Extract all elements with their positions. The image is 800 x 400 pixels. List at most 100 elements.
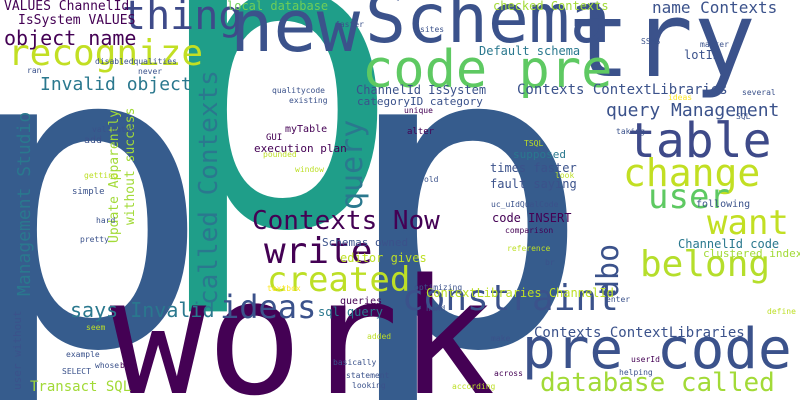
word-faster: faster [335, 20, 364, 29]
word-fault-saying: fault saying [490, 177, 577, 191]
word-select: SELECT [62, 367, 91, 376]
word-schemas-owned: Schemas owned [322, 236, 409, 249]
word-constraint: constraint [402, 278, 619, 319]
word-transact-sql: Transact SQL [30, 379, 132, 395]
word-query: query [335, 119, 370, 210]
word-comparison: comparison [505, 226, 554, 235]
word-created: created [267, 260, 411, 300]
word-mytable: myTable [285, 124, 328, 135]
word-user: user [648, 177, 730, 217]
word-management-studio: Management Studio [14, 111, 35, 296]
word-thing: thing [122, 0, 243, 39]
word-enter: enter [606, 295, 631, 304]
word-categoryid-category: categoryID category [357, 95, 483, 108]
word-schema: Schema [365, 0, 611, 59]
word-example: example [66, 350, 100, 359]
word-table: table [627, 113, 772, 169]
word-existing: existing [289, 96, 328, 105]
word-hard: hard [96, 216, 116, 225]
word-belong: belong [640, 244, 771, 285]
word-work: work [110, 244, 496, 400]
word-window: window [295, 165, 324, 174]
word-contexts-now: Contexts Now [252, 206, 440, 236]
word-according: according [452, 382, 496, 391]
word-queries: queries [340, 296, 383, 307]
word-optimizing: optimizing [414, 283, 463, 292]
word-old: old [424, 175, 439, 184]
word-add: add [84, 135, 103, 146]
word-ssms: SSMS [641, 37, 661, 46]
word-box: box [120, 361, 135, 370]
word-query-management: query Management [606, 100, 780, 121]
word-userid: userId [631, 355, 660, 364]
word-never: never [138, 67, 163, 76]
word-sql-query: sql query [318, 305, 384, 319]
word-several: several [742, 88, 776, 97]
word-helping: helping [619, 368, 653, 377]
word-seem: seem [86, 323, 106, 332]
word-across: across [494, 369, 523, 378]
word-channelid-issystem: ChannelId IsSystem [356, 83, 487, 97]
word-following: following [696, 199, 751, 210]
word-clustered-index: clustered index [703, 247, 800, 260]
word-change: change [623, 151, 761, 195]
word-sql: SQL [736, 112, 751, 121]
word-called-contexts: called Contexts [194, 70, 224, 305]
word-contextlibraries-channelid: ContextLibraries ChannelId [426, 286, 614, 300]
word-looking: looking [352, 381, 386, 390]
word-contexts-contextlibraries: Contexts ContextLibraries [517, 82, 728, 98]
word-issystem-values: IsSystem VALUES [18, 13, 136, 28]
word-code-insert: code INSERT [492, 211, 572, 225]
word-ideas: ideas [220, 288, 317, 326]
word-user-without: user without [11, 310, 24, 390]
word-hand: hand [426, 304, 446, 313]
word-gui: GUI [266, 133, 283, 143]
word-write: write [264, 231, 373, 272]
word-validates: validates [92, 125, 136, 134]
word-try: try [568, 0, 756, 101]
word-database-called: database called [540, 368, 775, 398]
word-disabledqualities: disabledqualities [95, 57, 177, 66]
word-qualitycode: qualitycode [272, 86, 325, 95]
word-unique: unique [404, 106, 433, 115]
word-local-database: local database [227, 0, 329, 13]
word-p-left: p [0, 0, 213, 400]
word-whose: whose [95, 361, 120, 370]
word-invalid-object: Invalid object [40, 74, 192, 95]
word-object-name: object name [4, 26, 137, 50]
word-values-channelid: VALUES ChannelId [4, 0, 130, 14]
word-p-middle: p [150, 0, 403, 324]
word-pre-code: pre code [522, 317, 792, 382]
word-basically: basically [333, 358, 377, 367]
word-execution-plan: execution plan [254, 142, 347, 155]
word-code-pre: code pre [362, 40, 613, 100]
word-supposed: supposed [513, 148, 566, 161]
word-pounded: pounded [263, 150, 297, 159]
word-getting: getting [84, 171, 118, 180]
word-channelid-code: ChannelId code [678, 237, 780, 251]
word-editor-gives: editor gives [340, 251, 427, 265]
word-alter: alter [407, 127, 435, 137]
word-make: make [491, 334, 511, 343]
word-textbox: textbox [267, 284, 301, 293]
word-simple: simple [72, 187, 105, 197]
word-ran: ran [27, 66, 42, 75]
word-added: added [367, 332, 392, 341]
word-want: want [707, 203, 789, 243]
word-look: look [555, 171, 575, 180]
word-reference: reference [507, 244, 551, 253]
word-times-faster: times faster [490, 161, 577, 175]
word-matter: matter [700, 40, 729, 49]
word-ideas-small: ideas [668, 93, 693, 102]
word-checked-contexts: checked Contexts [493, 0, 609, 13]
word-pretty: pretty [80, 235, 109, 244]
word-uc-uidqualcode: uc_uIdQualCode [491, 200, 559, 209]
word-contexts-contextlibraries-quote: Contexts ContextLibraries' [534, 325, 754, 341]
word-says-invalid: says Invalid [70, 298, 215, 322]
word-taking: taking [616, 127, 645, 136]
word-tsql: TSQL [524, 139, 544, 148]
word-br: br [545, 258, 555, 267]
word-name-contexts: name Contexts [652, 0, 778, 17]
word-sites: sites [420, 25, 445, 34]
